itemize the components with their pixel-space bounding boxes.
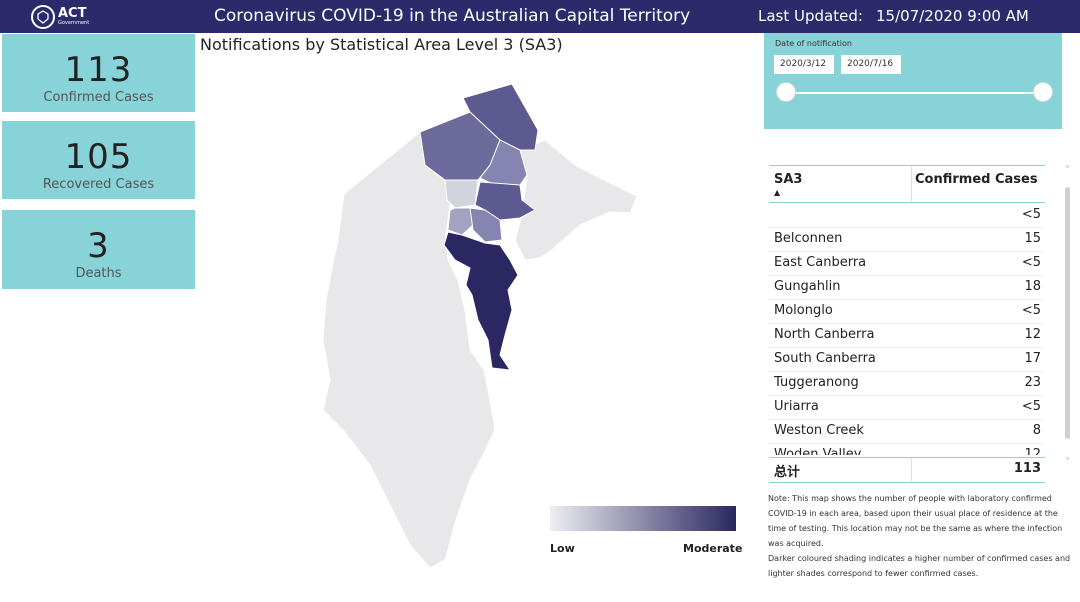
- scroll-up-icon[interactable]: ˄: [1065, 165, 1070, 174]
- slicer-label: Date of notification: [775, 39, 852, 48]
- cell-cases: <5: [1021, 207, 1041, 222]
- column-header-sa3[interactable]: SA3: [774, 172, 803, 187]
- table-row[interactable]: Uriarra <5: [769, 395, 1045, 420]
- legend-low-label: Low: [550, 542, 575, 555]
- scroll-down-icon[interactable]: ˅: [1065, 457, 1070, 466]
- map-title: Notifications by Statistical Area Level …: [200, 35, 563, 54]
- date-slider-track[interactable]: [785, 92, 1045, 94]
- column-header-confirmed-cases[interactable]: Confirmed Cases: [915, 172, 1038, 187]
- act-emblem-icon: [31, 5, 55, 29]
- table-row[interactable]: Belconnen 15: [769, 227, 1045, 252]
- kpi-deaths-card: 3 Deaths: [2, 210, 195, 289]
- cell-sa3: East Canberra: [774, 255, 867, 270]
- act-logo: ACT Government: [31, 4, 91, 30]
- cell-cases: <5: [1021, 399, 1041, 414]
- dashboard-title: Coronavirus COVID-19 in the Australian C…: [214, 6, 691, 26]
- kpi-recovered-card: 105 Recovered Cases: [2, 121, 195, 199]
- total-value: 113: [1013, 461, 1041, 476]
- cell-sa3: South Canberra: [774, 351, 876, 366]
- map-region-gungahlin[interactable]: [462, 83, 539, 151]
- column-divider: [911, 458, 912, 482]
- cell-sa3: Tuggeranong: [774, 375, 859, 390]
- cell-sa3: Uriarra: [774, 399, 819, 414]
- cell-cases: 17: [1024, 351, 1041, 366]
- kpi-confirmed-card: 113 Confirmed Cases: [2, 34, 195, 112]
- table-row[interactable]: Gungahlin 18: [769, 275, 1045, 300]
- kpi-value: 105: [64, 137, 133, 177]
- cell-sa3: North Canberra: [774, 327, 875, 342]
- cell-cases: 18: [1024, 279, 1041, 294]
- cell-cases: <5: [1021, 255, 1041, 270]
- map-region-east[interactable]: [514, 139, 638, 261]
- end-date-input[interactable]: 2020/7/16: [841, 55, 901, 74]
- total-label: 总计: [774, 465, 801, 480]
- table-total-row: 总计 113: [769, 457, 1045, 483]
- kpi-label: Confirmed Cases: [43, 90, 154, 105]
- scroll-thumb[interactable]: [1065, 187, 1070, 439]
- table-row[interactable]: South Canberra 17: [769, 347, 1045, 372]
- cell-sa3: Molonglo: [774, 303, 833, 318]
- cell-sa3: Gungahlin: [774, 279, 841, 294]
- last-updated-value: 15/07/2020 9:00 AM: [876, 7, 1029, 25]
- logo-text: ACT: [58, 6, 87, 21]
- start-date-input[interactable]: 2020/3/12: [774, 55, 834, 74]
- header-bar: ACT Government Coronavirus COVID-19 in t…: [0, 0, 1080, 33]
- table-row[interactable]: <5: [769, 203, 1045, 228]
- sa3-map[interactable]: [300, 75, 645, 575]
- kpi-value: 3: [87, 226, 110, 266]
- table-row[interactable]: Woden Valley 12: [769, 443, 1045, 455]
- table-scrollbar[interactable]: ˄ ˅: [1063, 165, 1072, 471]
- cell-cases: 23: [1024, 375, 1041, 390]
- table-row[interactable]: North Canberra 12: [769, 323, 1045, 348]
- cell-cases: <5: [1021, 303, 1041, 318]
- map-region-weston-creek[interactable]: [447, 207, 474, 236]
- map-note: Note: This map shows the number of peopl…: [768, 491, 1074, 581]
- table-row[interactable]: East Canberra <5: [769, 251, 1045, 276]
- table-row[interactable]: Tuggeranong 23: [769, 371, 1045, 396]
- legend-high-label: Moderate: [683, 542, 743, 555]
- cell-cases: 8: [1032, 423, 1041, 438]
- table-row[interactable]: Molonglo <5: [769, 299, 1045, 324]
- cell-cases: 12: [1024, 327, 1041, 342]
- slider-start-handle[interactable]: [776, 82, 796, 102]
- note-text: Darker coloured shading indicates a high…: [768, 554, 1071, 578]
- map-region-molonglo[interactable]: [444, 179, 479, 209]
- map-region-tuggeranong[interactable]: [443, 231, 519, 371]
- table-header: SA3 ▲ Confirmed Cases: [769, 165, 1045, 203]
- slider-end-handle[interactable]: [1033, 82, 1053, 102]
- map-region-outer[interactable]: [322, 131, 496, 569]
- cell-cases: 15: [1024, 231, 1041, 246]
- cell-sa3: Woden Valley: [774, 447, 862, 455]
- note-text: Note: This map shows the number of peopl…: [768, 494, 1063, 548]
- cell-cases: 12: [1024, 447, 1041, 455]
- map-region-woden-valley[interactable]: [469, 207, 503, 243]
- table-body[interactable]: <5 Belconnen 15 East Canberra <5 Gungahlin…: [769, 203, 1045, 455]
- logo-subtext: Government: [58, 20, 90, 26]
- cell-sa3: Weston Creek: [774, 423, 864, 438]
- cell-sa3: Belconnen: [774, 231, 843, 246]
- date-slicer: Date of notification 2020/3/12 2020/7/16: [764, 33, 1062, 129]
- column-divider: [911, 166, 912, 202]
- kpi-label: Recovered Cases: [42, 177, 155, 192]
- sort-ascending-icon[interactable]: ▲: [774, 188, 781, 197]
- kpi-label: Deaths: [75, 266, 122, 281]
- map-legend-gradient: [550, 506, 736, 531]
- last-updated-label: Last Updated:: [758, 7, 863, 25]
- table-row[interactable]: Weston Creek 8: [769, 419, 1045, 444]
- kpi-value: 113: [64, 50, 133, 90]
- map-region-south-canberra[interactable]: [474, 181, 536, 221]
